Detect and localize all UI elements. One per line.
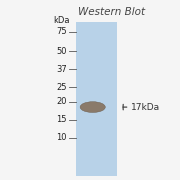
Text: 75: 75 xyxy=(56,27,67,36)
Text: 25: 25 xyxy=(56,83,67,92)
Text: 10: 10 xyxy=(56,133,67,142)
Bar xyxy=(76,22,117,176)
Text: 20: 20 xyxy=(56,97,67,106)
Text: 15: 15 xyxy=(56,115,67,124)
Text: 17kDa: 17kDa xyxy=(131,103,161,112)
Text: Western Blot: Western Blot xyxy=(78,7,145,17)
Text: kDa: kDa xyxy=(54,16,70,25)
Ellipse shape xyxy=(80,102,105,112)
Text: 37: 37 xyxy=(56,65,67,74)
Text: 50: 50 xyxy=(56,47,67,56)
